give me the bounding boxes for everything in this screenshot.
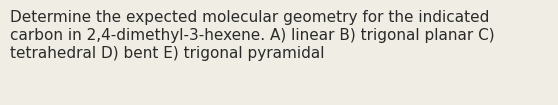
Text: Determine the expected molecular geometry for the indicated: Determine the expected molecular geometr… (10, 10, 489, 25)
Text: carbon in 2,4-dimethyl-3-hexene. A) linear B) trigonal planar C): carbon in 2,4-dimethyl-3-hexene. A) line… (10, 28, 494, 43)
Text: tetrahedral D) bent E) trigonal pyramidal: tetrahedral D) bent E) trigonal pyramida… (10, 46, 325, 61)
